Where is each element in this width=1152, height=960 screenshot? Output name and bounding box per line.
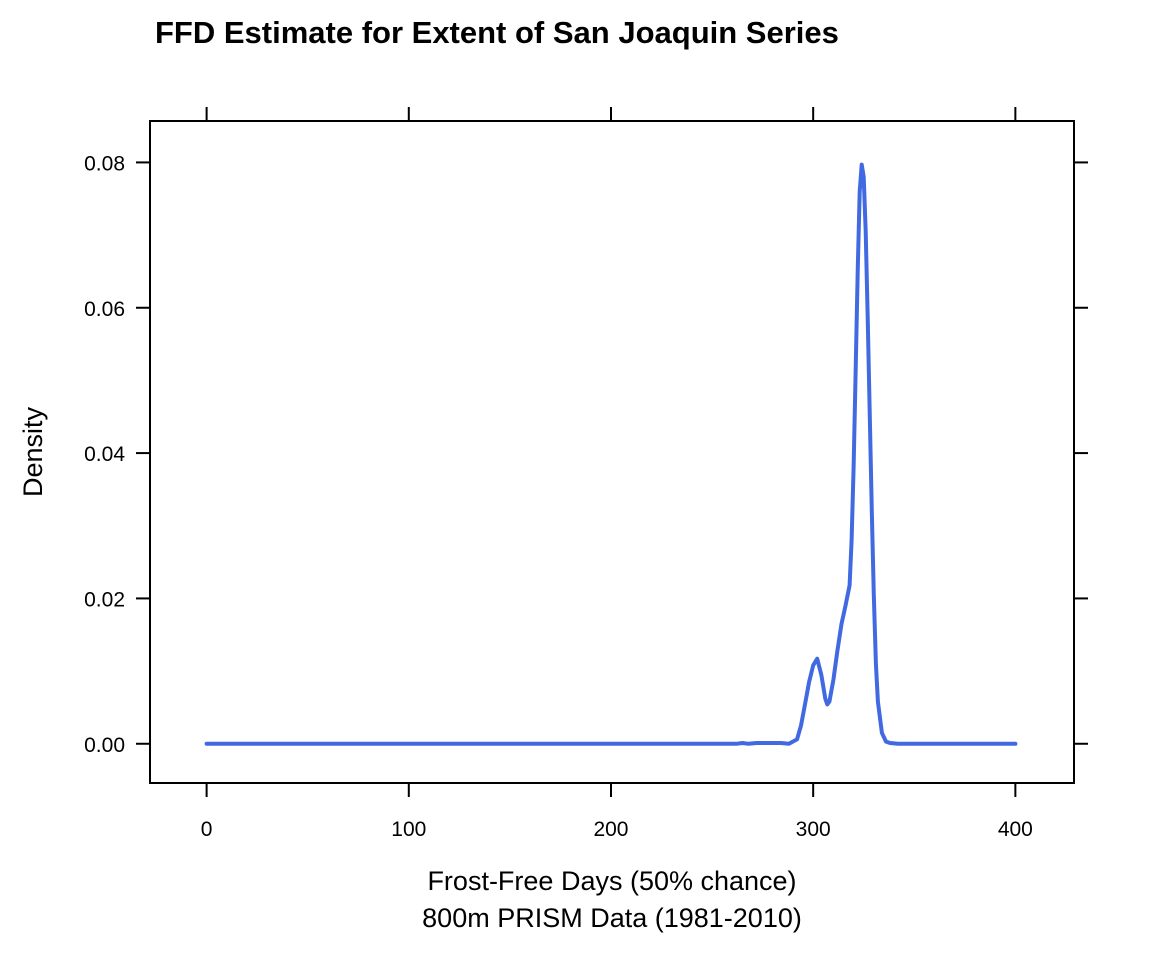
x-axis-label: Frost-Free Days (50% chance)	[427, 866, 796, 896]
chart-title: FFD Estimate for Extent of San Joaquin S…	[155, 15, 839, 50]
density-line	[204, 162, 1018, 746]
x-tick-label: 200	[593, 818, 628, 841]
y-tick-label: 0.04	[84, 443, 125, 466]
x-tick-label: 100	[391, 818, 426, 841]
y-tick-label: 0.06	[84, 298, 125, 321]
y-tick-label: 0.00	[84, 734, 125, 757]
x-tick-label: 400	[998, 818, 1033, 841]
x-tick-label: 0	[201, 818, 213, 841]
plot-frame	[149, 120, 1075, 784]
y-axis: 0.00 0.02 0.04 0.06 0.08	[84, 152, 1088, 757]
x-tick-label: 300	[796, 818, 831, 841]
y-tick-label: 0.02	[84, 588, 125, 611]
y-axis-label: Density	[18, 406, 48, 497]
x-axis-sublabel: 800m PRISM Data (1981-2010)	[422, 903, 802, 933]
y-tick-label: 0.08	[84, 152, 125, 175]
x-axis: 0 100 200 300 400	[201, 107, 1033, 841]
